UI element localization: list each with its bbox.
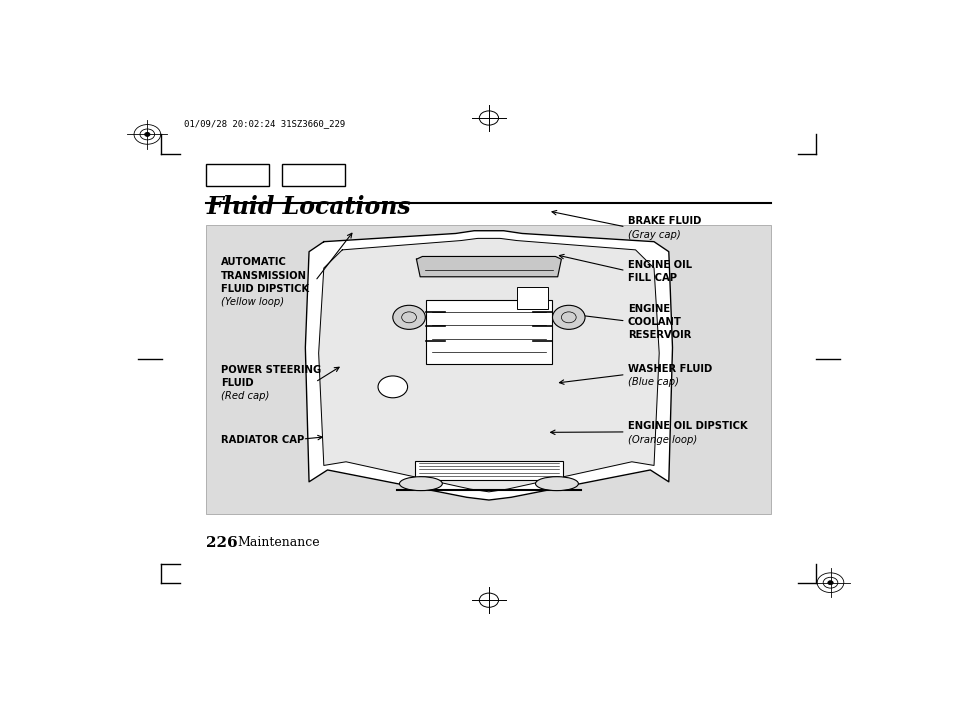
Bar <box>206 224 771 514</box>
Bar <box>415 461 562 479</box>
Circle shape <box>827 581 832 584</box>
Text: BRAKE FLUID: BRAKE FLUID <box>627 217 700 226</box>
Circle shape <box>377 376 407 398</box>
Text: (Red cap): (Red cap) <box>221 391 270 401</box>
Text: (Gray cap): (Gray cap) <box>627 229 679 239</box>
Text: 01/09/28 20:02:24 31SZ3660_229: 01/09/28 20:02:24 31SZ3660_229 <box>183 119 344 128</box>
Text: RESERVOIR: RESERVOIR <box>627 330 691 340</box>
Bar <box>426 300 551 364</box>
Polygon shape <box>318 239 659 492</box>
Ellipse shape <box>535 476 578 491</box>
Text: 226: 226 <box>206 536 238 550</box>
Text: AUTOMATIC: AUTOMATIC <box>221 258 287 268</box>
Text: Fluid Locations: Fluid Locations <box>206 195 411 219</box>
Circle shape <box>552 305 584 329</box>
Bar <box>206 165 269 186</box>
Text: POWER STEERING: POWER STEERING <box>221 365 321 375</box>
Text: Maintenance: Maintenance <box>237 536 320 550</box>
Circle shape <box>393 305 425 329</box>
Text: COOLANT: COOLANT <box>627 317 681 327</box>
Text: (Orange loop): (Orange loop) <box>627 435 697 444</box>
Polygon shape <box>305 231 672 500</box>
Text: (Yellow loop): (Yellow loop) <box>221 297 284 307</box>
Text: WASHER FLUID: WASHER FLUID <box>627 364 712 374</box>
Text: (Blue cap): (Blue cap) <box>627 377 679 387</box>
Text: TRANSMISSION: TRANSMISSION <box>221 271 307 280</box>
Text: FLUID DIPSTICK: FLUID DIPSTICK <box>221 284 309 294</box>
Circle shape <box>145 133 150 136</box>
Text: ENGINE OIL: ENGINE OIL <box>627 260 691 270</box>
Polygon shape <box>416 256 560 277</box>
Text: FLUID: FLUID <box>221 378 253 388</box>
Text: RADIATOR CAP: RADIATOR CAP <box>221 435 304 445</box>
Text: FILL CAP: FILL CAP <box>627 273 677 283</box>
Bar <box>517 287 547 309</box>
Text: ENGINE OIL DIPSTICK: ENGINE OIL DIPSTICK <box>627 422 747 432</box>
Text: ENGINE: ENGINE <box>627 304 669 314</box>
Ellipse shape <box>399 476 442 491</box>
Bar <box>282 165 344 186</box>
